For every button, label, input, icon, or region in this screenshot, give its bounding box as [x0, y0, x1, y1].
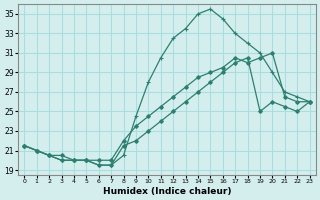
X-axis label: Humidex (Indice chaleur): Humidex (Indice chaleur) [103, 187, 231, 196]
